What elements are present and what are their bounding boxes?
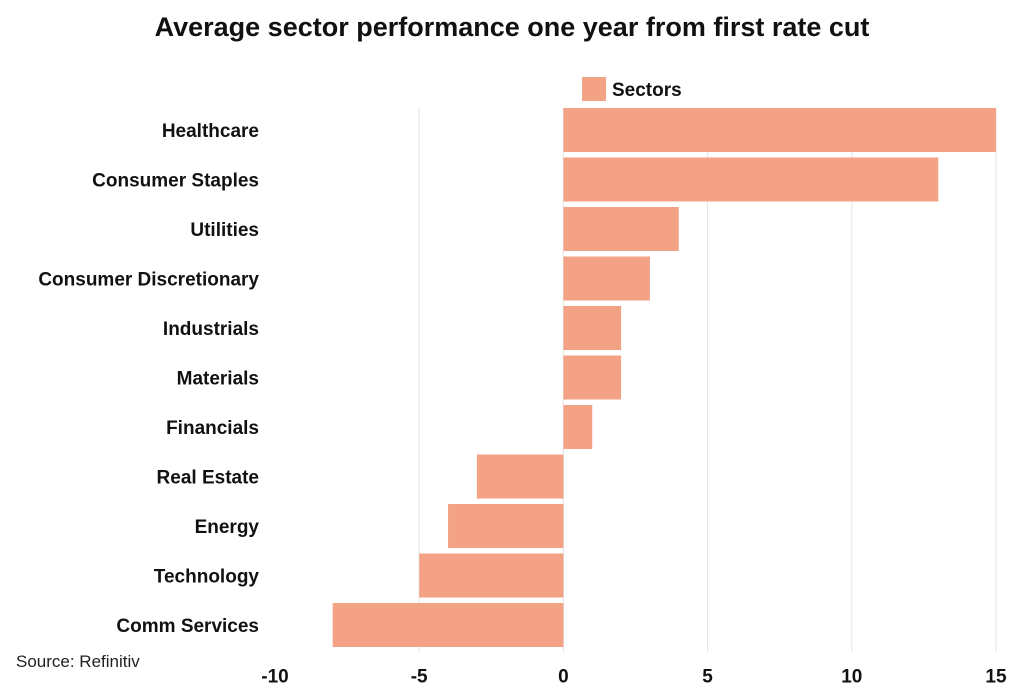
bar [476,454,564,499]
category-label: Real Estate [157,468,259,489]
x-tick-label: 15 [985,667,1007,688]
category-label: Technology [154,567,260,588]
category-labels: Healthcare Consumer Staples Utilities Consu… [38,121,259,637]
bar [419,553,564,598]
category-label: Financials [166,418,259,439]
x-tick-labels: -10 -5 0 5 10 15 [261,667,1007,688]
bar [563,207,679,251]
category-label: Consumer Discretionary [38,270,259,291]
category-label: Healthcare [162,121,259,142]
chart-title: Average sector performance one year from… [154,12,870,42]
x-tick-label: -10 [261,667,288,688]
source-note: Source: Refinitiv [16,652,140,671]
bar [563,108,996,152]
legend: Sectors [582,77,682,101]
bar [448,504,564,548]
bar [563,405,593,449]
bar [563,355,622,400]
bar [563,157,939,202]
bars [332,108,996,647]
x-tick-label: -5 [411,667,428,688]
bar [563,256,650,301]
category-label: Utilities [190,220,259,241]
bar [563,306,622,350]
legend-swatch [582,77,606,101]
bar [332,603,564,647]
x-tick-label: 5 [702,667,713,688]
category-label: Materials [177,369,259,390]
x-tick-label: 10 [841,667,862,688]
category-label: Comm Services [116,616,259,637]
category-label: Consumer Staples [92,171,259,192]
category-label: Industrials [163,319,259,340]
legend-label: Sectors [612,80,682,101]
x-tick-label: 0 [558,667,569,688]
category-label: Energy [195,517,260,538]
